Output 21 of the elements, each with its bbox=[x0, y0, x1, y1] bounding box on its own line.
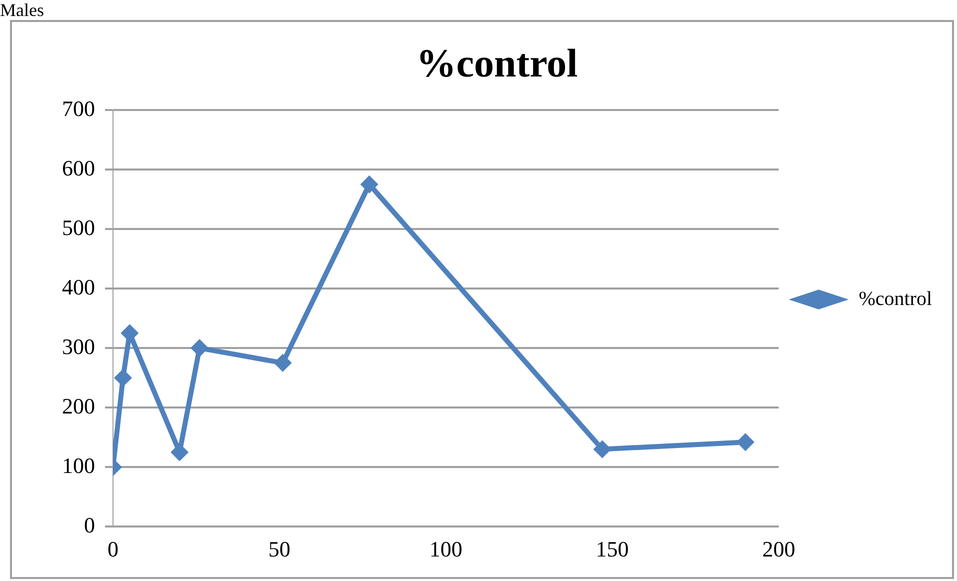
x-tick-label: 100 bbox=[429, 536, 462, 562]
x-tick-label: 0 bbox=[108, 536, 118, 562]
point bbox=[360, 175, 378, 194]
y-tick-label: 500 bbox=[62, 214, 95, 240]
x-tick-label: 150 bbox=[596, 536, 629, 562]
legend-label: %control bbox=[858, 288, 932, 310]
x-tick-label: 200 bbox=[762, 536, 796, 562]
text: Males bbox=[0, 0, 44, 20]
y-tick-label: 600 bbox=[62, 155, 95, 180]
chart-title: %control bbox=[416, 40, 578, 86]
y-tick-label: 100 bbox=[62, 452, 95, 478]
point bbox=[190, 339, 209, 358]
y-tick-label: 700 bbox=[62, 96, 95, 121]
point bbox=[593, 440, 612, 458]
y-tick-label: 0 bbox=[84, 512, 95, 538]
x-tick-label: 50 bbox=[268, 536, 290, 562]
y-tick-label: 400 bbox=[62, 274, 95, 300]
y-tick-label: 200 bbox=[62, 393, 95, 418]
point bbox=[274, 354, 292, 372]
y-tick-label: 300 bbox=[62, 334, 95, 359]
point bbox=[114, 368, 132, 387]
